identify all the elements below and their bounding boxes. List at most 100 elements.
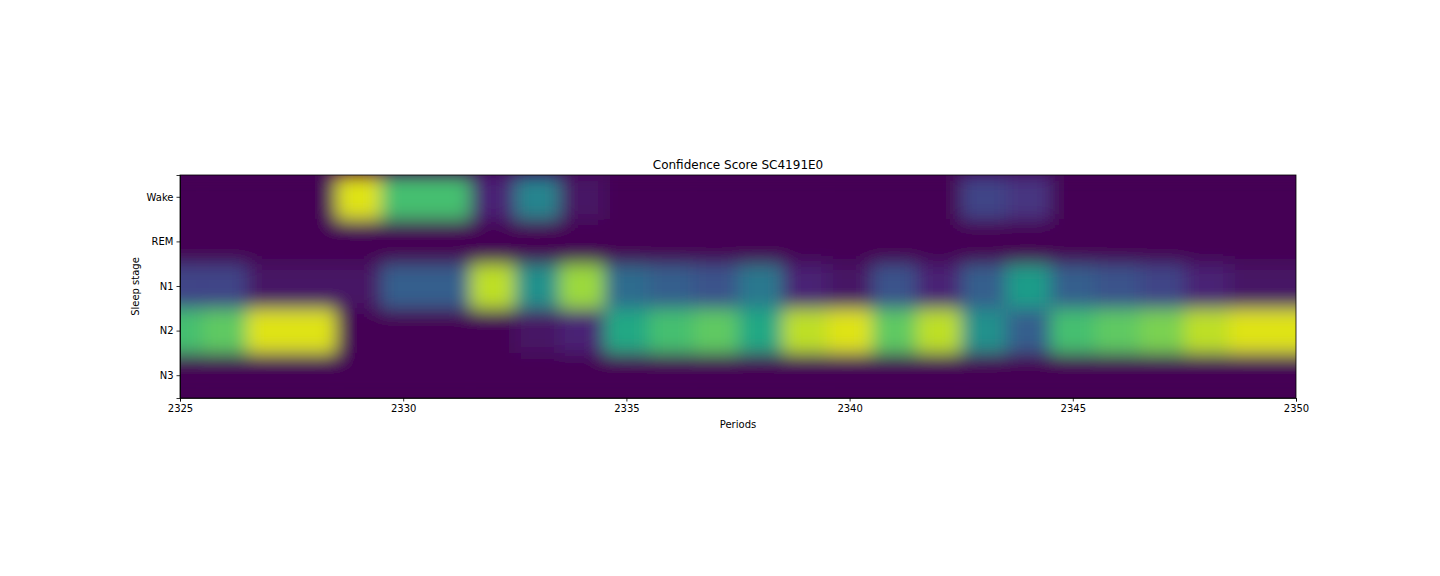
x-tick-mark — [850, 398, 851, 402]
x-tick-label: 2325 — [168, 403, 193, 414]
x-tick-mark — [626, 398, 627, 402]
heatmap-cell — [247, 220, 292, 265]
heatmap-cell — [738, 353, 783, 398]
heatmap-cell — [381, 220, 426, 265]
plot-area — [180, 175, 1296, 398]
heatmap-cell — [515, 220, 560, 265]
x-tick-label: 2330 — [391, 403, 416, 414]
heatmap-cell — [1184, 309, 1229, 354]
heatmap-cell — [180, 175, 203, 220]
heatmap-cell — [247, 175, 292, 220]
heatmap-cell — [292, 220, 337, 265]
y-tick-label: Wake — [147, 192, 174, 203]
x-tick: 2340 — [837, 398, 862, 414]
heatmap-cell — [180, 309, 203, 354]
heatmap-cell — [649, 309, 694, 354]
heatmap-cell — [1229, 264, 1274, 309]
heatmap-cell — [426, 309, 471, 354]
heatmap-cell — [1274, 220, 1296, 265]
heatmap-cell — [292, 264, 337, 309]
heatmap-cell — [1274, 309, 1296, 354]
heatmap-cell — [693, 220, 738, 265]
heatmap-cell — [917, 353, 962, 398]
heatmap-cell — [961, 264, 1006, 309]
heatmap-cell — [827, 220, 872, 265]
heatmap-cell — [180, 220, 203, 265]
heatmap-cell — [559, 309, 604, 354]
heatmap-cell — [1050, 353, 1095, 398]
heatmap-cell — [1006, 309, 1051, 354]
heatmap-cell — [783, 264, 828, 309]
heatmap-cell — [1095, 220, 1140, 265]
heatmap-cell — [917, 175, 962, 220]
heatmap-cell — [292, 353, 337, 398]
heatmap-cell — [1006, 353, 1051, 398]
heatmap-cell — [1050, 264, 1095, 309]
y-tick: N2 — [160, 325, 180, 336]
heatmap-cell — [559, 264, 604, 309]
heatmap-cell — [1274, 353, 1296, 398]
heatmap-cell — [872, 264, 917, 309]
y-tick-label: REM — [152, 236, 174, 247]
heatmap-cell — [1184, 175, 1229, 220]
heatmap-cell — [827, 353, 872, 398]
heatmap-cell — [426, 353, 471, 398]
y-tick-mark — [177, 375, 181, 376]
heatmap-cell — [1140, 175, 1185, 220]
heatmap-cell — [202, 175, 247, 220]
heatmap-cell — [470, 220, 515, 265]
x-axis-line — [181, 399, 1297, 402]
heatmap-cell — [470, 353, 515, 398]
y-tick: REM — [152, 236, 180, 247]
y-tick: Wake — [147, 192, 180, 203]
x-tick-label: 2350 — [1284, 403, 1309, 414]
x-axis: 232523302335234023452350 — [168, 398, 1309, 414]
x-tick-label: 2340 — [837, 403, 862, 414]
heatmap-cell — [426, 264, 471, 309]
heatmap-cell — [381, 353, 426, 398]
heatmap-cell — [1184, 264, 1229, 309]
x-tick: 2345 — [1061, 398, 1086, 414]
heatmap-cell — [292, 309, 337, 354]
heatmap-cell — [783, 309, 828, 354]
heatmap-cell — [604, 220, 649, 265]
heatmap-cell — [961, 175, 1006, 220]
heatmap-cell — [1095, 353, 1140, 398]
cells — [180, 175, 1296, 398]
heatmap-cell — [559, 220, 604, 265]
heatmap-cell — [247, 309, 292, 354]
heatmap-cell — [738, 264, 783, 309]
heatmap-cell — [180, 353, 203, 398]
heatmap-cell — [1274, 175, 1296, 220]
y-tick-label: N1 — [160, 281, 174, 292]
heatmap-cell — [827, 264, 872, 309]
heatmap-cell — [961, 353, 1006, 398]
heatmap-cell — [649, 220, 694, 265]
heatmap-cell — [1229, 175, 1274, 220]
heatmap-cell — [1006, 220, 1051, 265]
heatmap-cell — [1229, 309, 1274, 354]
heatmap-cell — [1140, 220, 1185, 265]
heatmap-cell — [292, 175, 337, 220]
heatmap-cell — [961, 220, 1006, 265]
heatmap-cell — [1095, 175, 1140, 220]
heatmap-cell — [1229, 220, 1274, 265]
heatmap-cell — [247, 264, 292, 309]
heatmap-cell — [426, 175, 471, 220]
heatmap-cell — [1006, 175, 1051, 220]
y-tick-label: N3 — [160, 370, 174, 381]
heatmap-cell — [961, 309, 1006, 354]
heatmap-cell — [202, 264, 247, 309]
heatmap-cell — [917, 309, 962, 354]
heatmap-cell — [202, 309, 247, 354]
heatmap-cell — [515, 264, 560, 309]
heatmap-cell — [783, 175, 828, 220]
y-axis-line — [177, 176, 181, 399]
heatmap-cell — [1095, 309, 1140, 354]
heatmap-cell — [604, 309, 649, 354]
y-tick: N3 — [160, 370, 180, 381]
heatmap-cell — [180, 264, 203, 309]
heatmap-cell — [604, 175, 649, 220]
y-tick-mark — [177, 331, 181, 332]
heatmap-cell — [381, 264, 426, 309]
